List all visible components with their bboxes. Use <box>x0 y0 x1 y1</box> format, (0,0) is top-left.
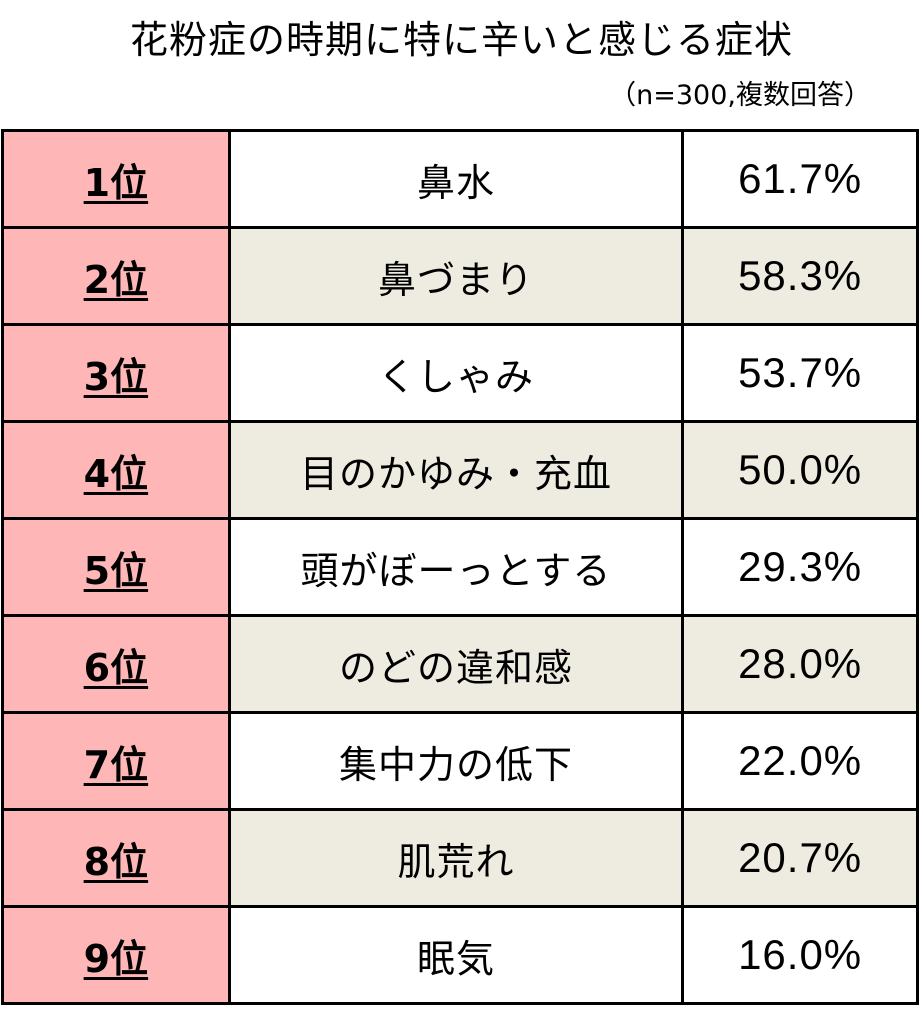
percent-value: 53.7% <box>681 323 919 423</box>
symptom-label: 眠気 <box>227 905 685 1005</box>
symptom-label: くしゃみ <box>227 323 685 423</box>
symptom-label: 頭がぼーっとする <box>227 517 685 617</box>
percent-value: 50.0% <box>681 420 919 520</box>
percent-value: 58.3% <box>681 226 919 326</box>
table-row: 4位 目のかゆみ・充血 50.0% <box>1 420 919 520</box>
table-row: 1位 鼻水 61.7% <box>1 129 919 229</box>
rank-label: 3位 <box>1 323 231 423</box>
percent-value: 28.0% <box>681 614 919 714</box>
table-row: 2位 鼻づまり 58.3% <box>1 226 919 326</box>
rank-label: 9位 <box>1 905 231 1005</box>
symptom-label: 肌荒れ <box>227 808 685 908</box>
chart-title: 花粉症の時期に特に辛いと感じる症状 <box>129 18 793 62</box>
symptom-label: 鼻水 <box>227 129 685 229</box>
percent-value: 61.7% <box>681 129 919 229</box>
rank-label: 2位 <box>1 226 231 326</box>
table-row: 3位 くしゃみ 53.7% <box>1 323 919 423</box>
rank-label: 6位 <box>1 614 231 714</box>
symptom-label: 鼻づまり <box>227 226 685 326</box>
percent-value: 22.0% <box>681 711 919 811</box>
symptom-label: 目のかゆみ・充血 <box>227 420 685 520</box>
chart-subtitle: （n=300,複数回答） <box>609 80 871 111</box>
rank-label: 5位 <box>1 517 231 617</box>
ranking-table-body: 1位 鼻水 61.7% 2位 鼻づまり 58.3% 3位 くしゃみ 53.7% … <box>1 129 919 1005</box>
symptom-label: 集中力の低下 <box>227 711 685 811</box>
symptom-label: のどの違和感 <box>227 614 685 714</box>
table-row: 8位 肌荒れ 20.7% <box>1 808 919 908</box>
table-row: 6位 のどの違和感 28.0% <box>1 614 919 714</box>
percent-value: 16.0% <box>681 905 919 1005</box>
table-row: 7位 集中力の低下 22.0% <box>1 711 919 811</box>
percent-value: 20.7% <box>681 808 919 908</box>
table-row: 9位 眠気 16.0% <box>1 905 919 1005</box>
percent-value: 29.3% <box>681 517 919 617</box>
ranking-table: 1位 鼻水 61.7% 2位 鼻づまり 58.3% 3位 くしゃみ 53.7% … <box>1 129 919 1005</box>
rank-label: 7位 <box>1 711 231 811</box>
table-row: 5位 頭がぼーっとする 29.3% <box>1 517 919 617</box>
rank-label: 1位 <box>1 129 231 229</box>
rank-label: 8位 <box>1 808 231 908</box>
rank-label: 4位 <box>1 420 231 520</box>
